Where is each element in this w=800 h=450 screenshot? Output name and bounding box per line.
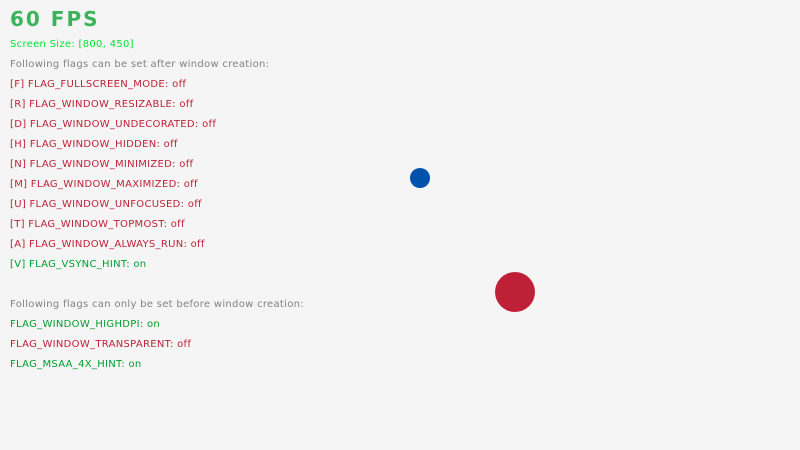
flag-status-line: [T] FLAG_WINDOW_TOPMOST: off xyxy=(10,219,185,230)
flag-status-line: [N] FLAG_WINDOW_MINIMIZED: off xyxy=(10,159,194,170)
flag-status-line: [M] FLAG_WINDOW_MAXIMIZED: off xyxy=(10,179,198,190)
flag-status-line: FLAG_MSAA_4X_HINT: on xyxy=(10,359,142,370)
flag-status-line: [A] FLAG_WINDOW_ALWAYS_RUN: off xyxy=(10,239,205,250)
flag-status-line: [F] FLAG_FULLSCREEN_MODE: off xyxy=(10,79,187,90)
bouncing-ball-red xyxy=(495,272,535,312)
after-creation-heading: Following flags can be set after window … xyxy=(10,59,270,70)
before-creation-heading: Following flags can only be set before w… xyxy=(10,299,304,310)
flag-status-line: [H] FLAG_WINDOW_HIDDEN: off xyxy=(10,139,178,150)
screen-size-label: Screen Size: [800, 450] xyxy=(10,39,134,50)
fps-counter: 60 FPS xyxy=(10,7,100,31)
flag-status-line: [U] FLAG_WINDOW_UNFOCUSED: off xyxy=(10,199,202,210)
flag-status-line: [D] FLAG_WINDOW_UNDECORATED: off xyxy=(10,119,217,130)
flag-status-line: FLAG_WINDOW_TRANSPARENT: off xyxy=(10,339,192,350)
flag-status-line: [R] FLAG_WINDOW_RESIZABLE: off xyxy=(10,99,194,110)
flag-status-line: FLAG_WINDOW_HIGHDPI: on xyxy=(10,319,161,330)
flag-status-line: [V] FLAG_VSYNC_HINT: on xyxy=(10,259,147,270)
bouncing-ball-blue xyxy=(410,168,430,188)
